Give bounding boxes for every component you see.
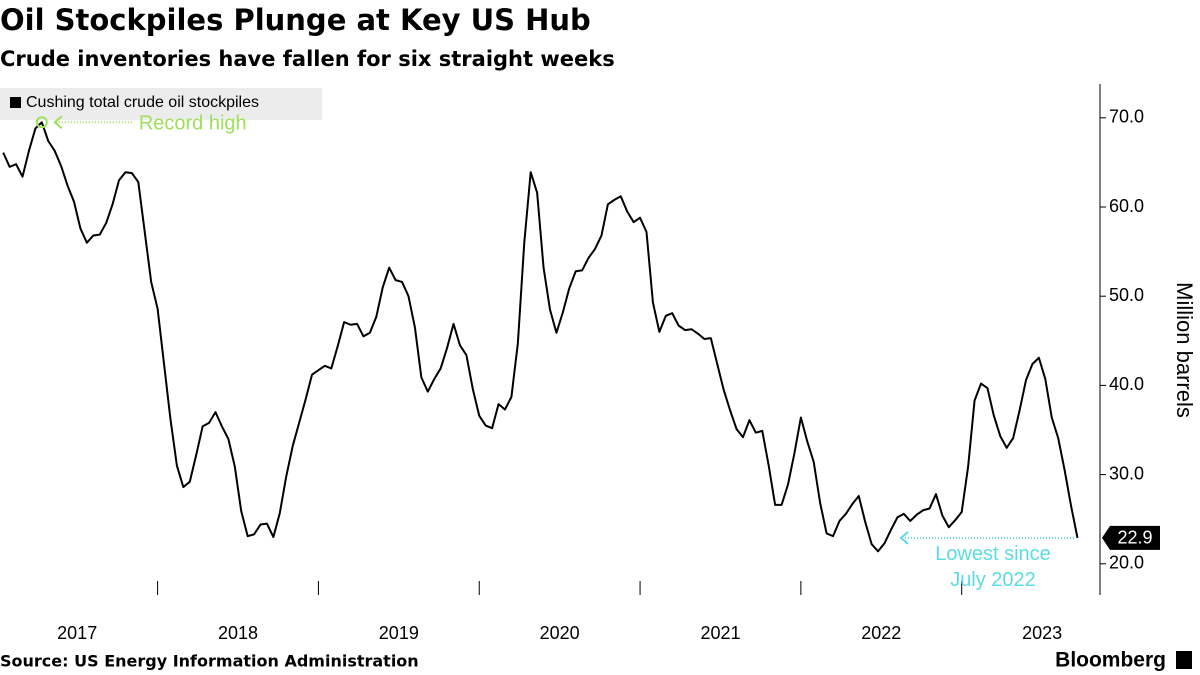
- y-tick-label: 30.0: [1109, 463, 1144, 483]
- lowest-label: Lowest since: [935, 543, 1051, 565]
- end-value-label: 22.9: [1117, 528, 1152, 548]
- legend-swatch: [10, 97, 21, 108]
- y-axis-label: Million barrels: [1172, 282, 1197, 418]
- x-tick-label: 2017: [57, 623, 97, 643]
- x-tick-label: 2023: [1022, 623, 1062, 643]
- lowest-arrow: [899, 531, 909, 545]
- record-high-marker: [35, 116, 48, 129]
- legend: Cushing total crude oil stockpiles: [0, 88, 322, 120]
- legend-box: [0, 88, 322, 120]
- lowest-label: July 2022: [950, 569, 1036, 591]
- data-line: [2, 121, 1079, 553]
- brand-icon: [1176, 651, 1192, 669]
- record-high-label: Record high: [139, 113, 247, 135]
- source: Source: US Energy Information Administra…: [0, 652, 419, 671]
- y-tick-label: 70.0: [1109, 107, 1144, 127]
- y-tick-label: 20.0: [1109, 553, 1144, 573]
- x-tick-label: 2019: [379, 623, 419, 643]
- end-value-box: [1102, 525, 1160, 550]
- x-tick-label: 2020: [540, 623, 580, 643]
- y-tick-label: 40.0: [1109, 374, 1144, 394]
- x-tick-label: 2018: [218, 623, 258, 643]
- chart-title: Oil Stockpiles Plunge at Key US Hub: [0, 3, 591, 37]
- legend-label: Cushing total crude oil stockpiles: [26, 94, 259, 111]
- record-high-arrow: [53, 115, 63, 130]
- chart-subtitle: Crude inventories have fallen for six st…: [0, 47, 615, 71]
- y-tick-label: 60.0: [1109, 196, 1144, 216]
- x-tick-label: 2022: [861, 623, 901, 643]
- brand: Bloomberg: [1055, 649, 1166, 672]
- y-tick-label: 50.0: [1109, 285, 1144, 305]
- x-tick-label: 2021: [700, 623, 740, 643]
